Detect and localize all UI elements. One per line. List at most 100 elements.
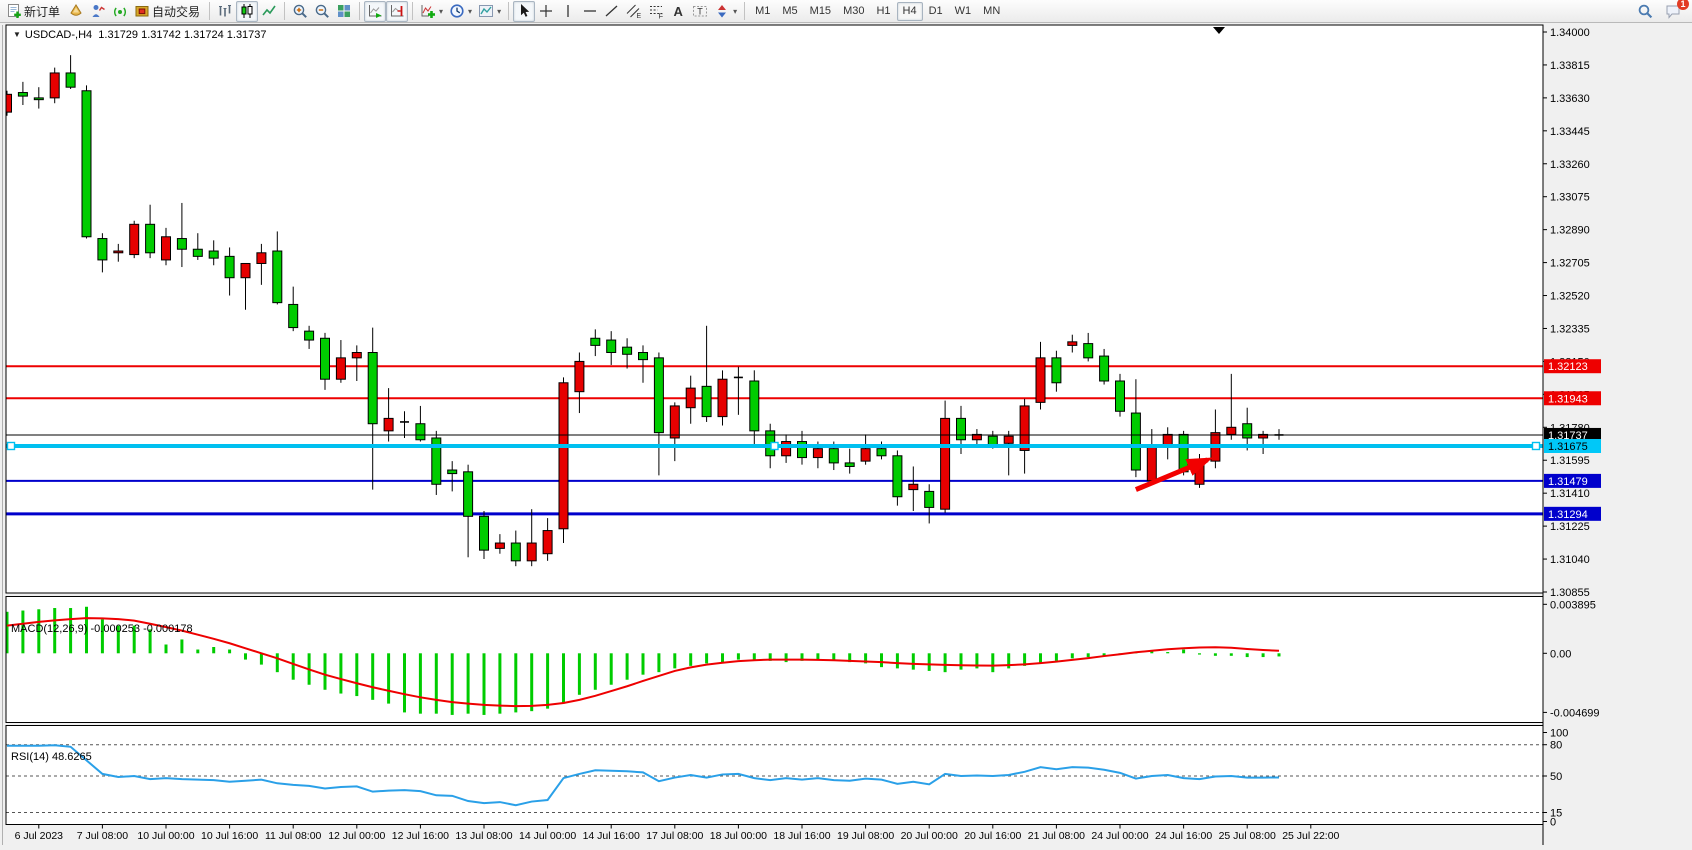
svg-text:F: F — [659, 12, 664, 20]
price-tag-1.31675: 1.31675 — [1544, 438, 1601, 453]
time-tick-label: 25 Jul 08:00 — [1219, 830, 1276, 842]
main-pane — [5, 24, 1544, 594]
toolbar-separator — [359, 2, 361, 20]
candle — [479, 510, 489, 560]
macd-tick-label: -0.004699 — [1550, 707, 1600, 719]
templates-button[interactable]: ▾ — [475, 1, 504, 22]
tiles-icon — [338, 5, 351, 17]
time-tick-label: 24 Jul 00:00 — [1091, 830, 1148, 842]
timeframe-m5[interactable]: M5 — [776, 2, 803, 21]
search-button[interactable] — [1634, 1, 1656, 22]
timeframe-h4[interactable]: H4 — [896, 1, 923, 21]
candle — [145, 204, 156, 259]
timeframe-m30[interactable]: M30 — [837, 2, 870, 21]
line-handle[interactable] — [1531, 441, 1541, 451]
candle — [1035, 341, 1046, 410]
candle — [622, 338, 633, 369]
timeframe-m15[interactable]: M15 — [804, 2, 837, 21]
crosshair-button[interactable] — [535, 1, 557, 22]
timeframe-m30-label: M30 — [843, 5, 865, 17]
candle — [494, 534, 505, 554]
candle — [1019, 398, 1030, 474]
timeframe-m1[interactable]: M1 — [749, 2, 776, 21]
time-tick-label: 19 Jul 08:00 — [837, 830, 894, 842]
candle — [733, 366, 743, 415]
fibonacci-button[interactable]: F — [645, 1, 667, 22]
price-tick-label: 1.33445 — [1550, 126, 1590, 138]
price-chart[interactable]: 1.34000 1.33815 1.33630 1.33445 1.33260 1.330… — [0, 23, 1692, 850]
candlestick-button[interactable] — [236, 0, 259, 22]
time-tick-label: 10 Jul 16:00 — [201, 830, 258, 842]
auto-scroll-button[interactable] — [364, 0, 387, 22]
candle — [240, 262, 251, 310]
macd-axis: 0.003895 0.00 -0.004699 — [1543, 599, 1600, 719]
timeframe-h1[interactable]: H1 — [870, 2, 896, 21]
candles-layer — [6, 55, 1543, 567]
chart-shift-button[interactable] — [386, 0, 409, 22]
equidistant-channel-button[interactable]: E — [623, 1, 645, 22]
candle — [447, 461, 458, 492]
price-tag-1.31943: 1.31943 — [1544, 391, 1601, 406]
time-tick-label: 7 Jul 08:00 — [77, 830, 129, 842]
candle — [129, 220, 140, 259]
macd-layer — [6, 606, 1281, 715]
svg-text:T: T — [697, 7, 703, 17]
time-tick-label: 13 Jul 08:00 — [455, 830, 512, 842]
notifications-button[interactable]: 1 — [1662, 0, 1689, 22]
chart-lamp-icon[interactable] — [65, 1, 87, 22]
line-icon — [262, 5, 276, 16]
timeframe-w1[interactable]: W1 — [949, 2, 978, 21]
line-handle[interactable] — [770, 441, 779, 451]
timeframe-mn[interactable]: MN — [977, 2, 1006, 21]
line-chart-button[interactable] — [258, 1, 280, 22]
zoom-out-button[interactable] — [311, 1, 333, 22]
candle — [463, 464, 474, 558]
clock-icon — [450, 4, 464, 18]
horizontal-line-button[interactable] — [579, 1, 601, 22]
autotrading-button[interactable]: 自动交易 — [131, 1, 205, 22]
trendline-button[interactable] — [601, 1, 623, 22]
candle — [653, 352, 664, 476]
candle — [49, 67, 60, 104]
candle — [33, 87, 44, 109]
text-button[interactable]: A — [667, 1, 689, 22]
tile-windows-button[interactable] — [333, 1, 355, 22]
svg-text:1.31737: 1.31737 — [1548, 430, 1588, 442]
candle — [1003, 430, 1014, 476]
candles-icon — [241, 4, 253, 18]
chart-shift-marker[interactable] — [1213, 27, 1225, 34]
candle — [113, 243, 124, 262]
candle — [1067, 334, 1078, 353]
search-icon — [1638, 4, 1653, 19]
time-tick-label: 20 Jul 16:00 — [964, 830, 1021, 842]
timeframe-d1[interactable]: D1 — [923, 2, 949, 21]
arrows-button[interactable]: ▾ — [711, 1, 740, 22]
vertical-line-button[interactable] — [557, 1, 579, 22]
community-radio-icon[interactable] — [109, 1, 131, 22]
price-tick-label: 1.30855 — [1550, 587, 1590, 599]
chevron-down-icon: ▾ — [468, 6, 473, 16]
timeframe-h4-label: H4 — [902, 5, 917, 17]
zoom-in-button[interactable] — [289, 1, 311, 22]
candle — [288, 286, 299, 332]
zoom-in-icon — [293, 4, 307, 18]
cursor-button[interactable] — [513, 0, 536, 22]
macd-value-1: -0.000253 — [90, 623, 141, 635]
time-tick-label: 6 Jul 2023 — [15, 830, 64, 842]
annotation-arrow[interactable] — [1134, 457, 1213, 492]
price-tag-1.32123: 1.32123 — [1544, 359, 1601, 374]
new-order-button[interactable]: 新订单 — [3, 1, 65, 22]
bar-chart-button[interactable] — [214, 1, 236, 22]
time-tick-label: 12 Jul 16:00 — [392, 830, 449, 842]
candle — [97, 233, 108, 273]
autotrading-icon — [135, 6, 149, 17]
periods-button[interactable]: ▾ — [446, 1, 475, 22]
market-signals-icon[interactable] — [87, 1, 109, 22]
text-label-button[interactable]: T — [689, 1, 711, 22]
candle — [1130, 379, 1141, 478]
indicators-button[interactable]: ▾ — [417, 1, 446, 22]
price-axis: 1.34000 1.33815 1.33630 1.33445 1.33260 1.330… — [1543, 27, 1601, 599]
chart-collapse-icon[interactable]: ▼ — [13, 30, 21, 39]
new-order-icon — [8, 4, 21, 18]
line-handle[interactable] — [6, 441, 16, 451]
